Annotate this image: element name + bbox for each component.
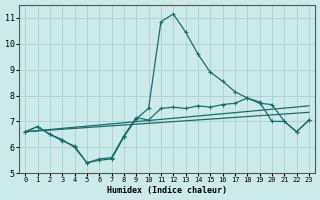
X-axis label: Humidex (Indice chaleur): Humidex (Indice chaleur) [107, 186, 227, 195]
